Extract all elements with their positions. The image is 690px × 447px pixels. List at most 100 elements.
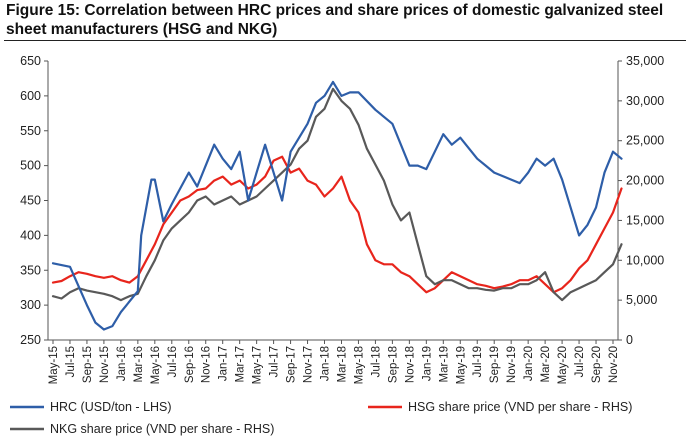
data-point — [204, 195, 207, 198]
data-point — [603, 227, 606, 230]
legend-item: HSG share price (VND per share - RHS) — [368, 400, 632, 414]
data-point — [518, 182, 521, 184]
y-right-tick-label: 15,000 — [626, 213, 664, 227]
data-point — [425, 291, 428, 294]
data-point — [179, 199, 182, 202]
x-tick-label: Mar-19 — [438, 346, 450, 382]
data-point — [315, 183, 317, 186]
data-point — [213, 143, 215, 146]
x-tick-label: Nov-17 — [303, 346, 315, 383]
data-point — [221, 199, 224, 202]
data-point — [561, 287, 563, 290]
data-point — [323, 195, 326, 198]
data-point — [451, 279, 453, 282]
data-point — [306, 123, 309, 125]
y-right-tick-label: 20,000 — [626, 174, 664, 188]
data-point — [442, 279, 445, 282]
data-point — [595, 279, 597, 282]
data-point — [281, 171, 283, 174]
data-point — [60, 297, 63, 300]
x-tick-label: Jul-19 — [472, 346, 484, 377]
data-point — [510, 283, 512, 286]
data-point — [349, 91, 351, 94]
data-point — [552, 291, 555, 294]
data-point — [510, 287, 512, 290]
data-point — [213, 203, 215, 206]
data-point — [425, 168, 428, 170]
data-point — [468, 279, 470, 282]
data-point — [154, 259, 156, 262]
data-point — [111, 325, 114, 327]
y-left-tick-label: 400 — [20, 228, 41, 242]
data-point — [561, 299, 563, 301]
data-point — [264, 187, 266, 190]
data-point — [94, 291, 97, 294]
legend-label: HRC (USD/ton - LHS) — [50, 400, 172, 414]
data-point — [171, 203, 173, 205]
x-tick-label: Jan-16 — [116, 346, 128, 381]
x-tick-label: Jan-18 — [320, 346, 332, 381]
data-point — [383, 263, 385, 266]
data-point — [306, 179, 309, 182]
data-point — [289, 163, 292, 166]
x-tick-label: Nov-16 — [201, 346, 213, 383]
data-point — [434, 283, 436, 286]
data-point — [391, 123, 394, 125]
x-tick-label: May-17 — [252, 346, 264, 384]
data-point — [145, 259, 148, 262]
x-tick-label: Jul-20 — [574, 346, 586, 377]
y-right-tick-label: 30,000 — [626, 94, 664, 108]
data-point — [484, 164, 487, 167]
data-point — [323, 95, 326, 97]
data-point — [493, 171, 496, 174]
x-tick-label: Jul-17 — [269, 346, 281, 377]
data-point — [527, 279, 529, 282]
data-point — [476, 283, 479, 286]
data-point — [527, 283, 529, 286]
data-point — [535, 279, 538, 282]
data-point — [459, 283, 462, 286]
data-point — [171, 227, 173, 230]
data-point — [357, 124, 360, 126]
data-point — [425, 275, 428, 278]
data-point — [306, 139, 309, 142]
data-point — [332, 187, 334, 190]
data-point — [340, 100, 343, 102]
data-point — [408, 275, 411, 278]
x-tick-label: Mar-17 — [235, 346, 247, 382]
data-point — [69, 291, 71, 294]
y-left-tick-label: 500 — [20, 159, 41, 173]
axes: 250 300 350 400 450 500 550 600 650 0 5,000 10,000 1… — [20, 54, 664, 384]
data-point — [552, 157, 555, 160]
data-point — [188, 171, 190, 174]
x-tick-label: Nov-19 — [506, 346, 518, 383]
data-point — [620, 187, 623, 190]
series-layer — [51, 80, 623, 331]
data-point — [103, 277, 105, 279]
data-point — [255, 195, 258, 198]
x-tick-label: Mar-20 — [540, 346, 552, 382]
data-point — [391, 203, 394, 206]
data-point — [417, 243, 419, 246]
x-tick-label: Jan-19 — [421, 346, 433, 381]
data-point — [434, 287, 436, 290]
data-point — [230, 183, 232, 186]
data-point — [272, 171, 275, 174]
x-tick-label: Nov-20 — [608, 346, 620, 383]
data-point — [298, 167, 300, 170]
data-point — [230, 168, 232, 170]
data-point — [86, 289, 88, 292]
data-point — [281, 155, 283, 158]
data-point — [140, 234, 142, 237]
data-point — [69, 266, 71, 268]
data-point — [383, 116, 385, 118]
data-point — [179, 219, 182, 222]
data-point — [527, 171, 529, 174]
data-point — [289, 150, 292, 153]
data-point — [120, 311, 122, 313]
series-line — [51, 155, 623, 294]
data-point — [451, 143, 453, 146]
data-point — [544, 164, 546, 167]
data-point — [578, 267, 580, 270]
